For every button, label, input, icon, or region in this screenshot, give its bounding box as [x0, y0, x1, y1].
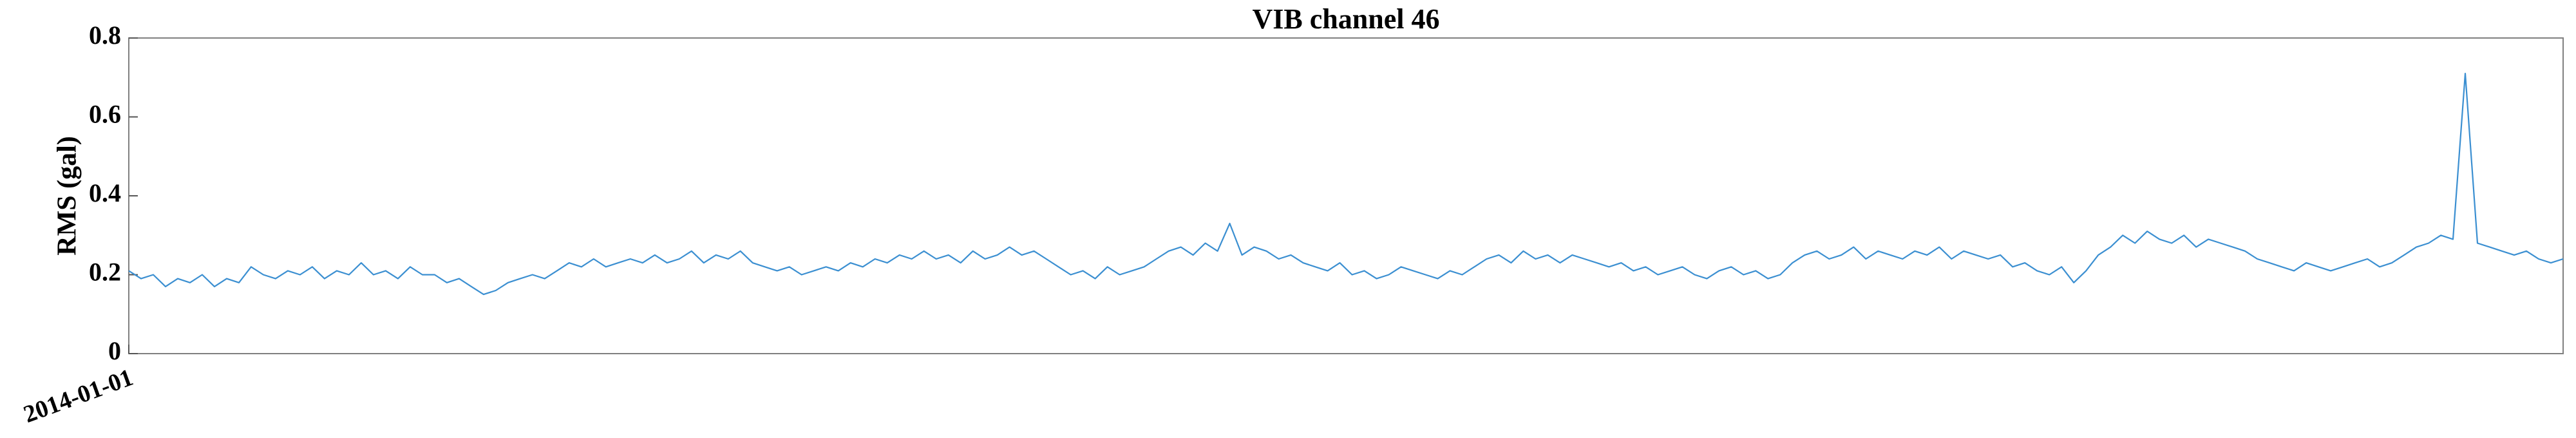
y-tick-label: 0.6: [89, 100, 121, 129]
y-tick-label: 0: [108, 336, 121, 365]
y-tick-label: 0.8: [89, 21, 121, 50]
y-tick-label: 0.2: [89, 258, 121, 287]
plot-frame: [128, 37, 2564, 354]
x-tick-label: 2014-01-01: [20, 364, 137, 428]
y-tick-label: 0.4: [89, 178, 121, 207]
chart-title: VIB channel 46: [1253, 3, 1440, 35]
y-axis-label: RMS (gal): [53, 136, 82, 255]
data-line: [128, 73, 2564, 296]
